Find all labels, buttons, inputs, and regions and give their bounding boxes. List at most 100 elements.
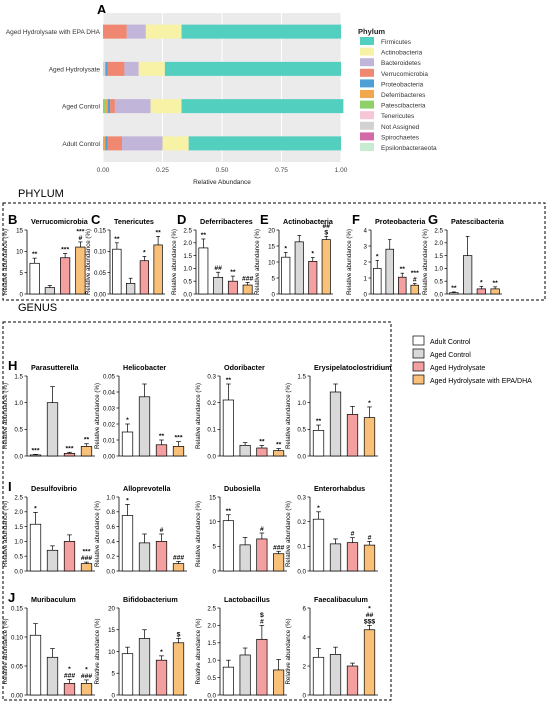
bar-firmicutes [188, 136, 341, 151]
y-tick-label: Adult Control [62, 141, 100, 148]
chart-title: Tenericutes [114, 217, 154, 226]
y-axis-label: Relative abundance (%) [195, 383, 202, 449]
bar-aged-hydrolysate-with-epa-dha [273, 669, 285, 696]
y-tick-label: 1.5 [14, 373, 23, 380]
bar-aged-control [329, 543, 342, 572]
bar-aged-hydrolysate [346, 414, 359, 457]
x-axis-label: Relative Abundance [193, 179, 251, 186]
y-axis-label: Relative abundance (%) [254, 229, 261, 295]
significance-label: ** [276, 442, 282, 449]
bar-bacteroidetes [124, 61, 139, 76]
legend-label-firmicutes: Firmicutes [381, 39, 412, 46]
significance-label: * [480, 279, 483, 286]
bar-aged-control [463, 255, 473, 295]
y-tick-label: 5 [20, 270, 24, 277]
bar-proteobacteria [105, 61, 108, 76]
bar-bacteroidetes [114, 99, 151, 114]
bar-aged-hydrolysate-with-epa-dha [363, 417, 376, 457]
significance-label: ** [316, 418, 322, 425]
bar-actinobacteria [138, 61, 165, 76]
bar-aged-hydrolysate-with-epa-dha [172, 563, 185, 572]
bar-chart-bifidobacterium: Bifidobacterium 0 5 10 15 20 Relative abundanc… [94, 595, 187, 699]
significance-label: *** [66, 445, 74, 452]
y-tick-label: 15 [268, 243, 275, 250]
x-tick-label: 0.25 [156, 167, 169, 174]
y-tick-label: 0.0 [297, 568, 306, 575]
legend-swatch-tenericutes [360, 111, 374, 120]
y-tick-label: 2.5 [207, 605, 216, 612]
chart-title: Deferribacteres [200, 217, 253, 226]
y-tick-label: 5 [272, 275, 276, 282]
y-tick-label: 0.2 [297, 519, 306, 526]
bar-aged-hydrolysate [155, 659, 168, 696]
y-tick-label: 0.0 [207, 453, 216, 460]
y-tick-label: Aged Hydrolysate with EPA DHA [6, 29, 101, 36]
y-tick-label: 5 [112, 671, 116, 678]
significance-label: ### [173, 554, 185, 561]
bar-adult-control [198, 247, 209, 295]
bar-chart-desulfovibrio: I Desulfovibrio 0.0 0.5 1.0 1.5 2.0 2.5 Relative… [2, 479, 95, 575]
bar-adult-control [121, 653, 134, 696]
significance-label: * [160, 649, 163, 656]
bar-aged-control [126, 282, 136, 295]
legend-swatch-aged-hydrolysate-with-epa-dha [412, 374, 425, 385]
y-tick-label: 0.0 [14, 453, 23, 460]
y-axis-label: Relative abundance (%) [94, 618, 101, 684]
bar-verrucomicrobia [107, 61, 125, 76]
bar-adult-control [373, 268, 382, 295]
panel-label: H [8, 358, 17, 373]
bar-adult-control [281, 256, 291, 295]
y-tick-label: 0.5 [434, 279, 443, 286]
significance-label: *** [83, 549, 91, 556]
significance-label: ** [400, 266, 406, 273]
y-tick-label: 0 [364, 291, 368, 298]
significance-label: ** [230, 269, 236, 276]
y-tick-label: 1.0 [14, 400, 23, 407]
bar-aged-hydrolysate-with-epa-dha [242, 284, 253, 295]
y-tick-label: 0 [303, 692, 307, 699]
bar-not-assigned [103, 61, 106, 76]
y-tick-label: 1.0 [297, 400, 306, 407]
chart-title: Patescibacteria [451, 217, 505, 226]
y-axis-label: Relative abundance (%) [2, 618, 9, 684]
y-tick-label: 0.4 [106, 539, 115, 546]
y-tick-label: 4 [303, 634, 307, 641]
chart-title: Bifidobacterium [123, 595, 178, 604]
significance-label: * [126, 417, 129, 424]
bar-chart-patescibacteria: G Patescibacteria 0.0 0.5 1.0 1.5 2.0 2.5 Relati… [422, 212, 505, 298]
significance-label: $ [260, 612, 264, 619]
bar-proteobacteria [105, 136, 108, 151]
bar-chart-dubosiella: Dubosiella 0 5 10 15 Relative abundance (%) **… [195, 484, 287, 575]
y-tick-label: 0.0 [434, 291, 443, 298]
significance-label: * [317, 505, 320, 512]
bar-adult-control [222, 520, 234, 572]
bar-verrucomicrobia [110, 99, 115, 114]
significance-label: # [260, 618, 264, 625]
chart-title: Proteobacteria [375, 217, 426, 226]
bar-aged-hydrolysate-with-epa-dha [80, 446, 93, 457]
bar-adult-control [112, 248, 122, 295]
y-tick-label: 2.5 [14, 494, 23, 501]
bar-aged-hydrolysate-with-epa-dha [80, 683, 93, 696]
bar-aged-hydrolysate [155, 541, 168, 572]
y-axis-label: Relative abundance (%) [85, 229, 92, 295]
significance-label: *** [32, 447, 40, 454]
y-tick-label: 2.5 [434, 227, 443, 234]
legend-label-not-assigned: Not Assigned [381, 124, 420, 131]
y-tick-label: 0.0 [183, 291, 192, 298]
y-axis-label: Relative abundance (%) [346, 229, 353, 295]
significance-label: *** [175, 435, 183, 442]
significance-label: ### [242, 275, 254, 282]
bar-chart-lactobacillus: Lactobacillus 0.0 0.5 1.0 1.5 2.0 2.5 Relative … [195, 595, 287, 699]
y-axis-label: Relative abundance (%) [94, 383, 101, 449]
bar-aged-control [239, 444, 251, 457]
bar-bacteroidetes [122, 136, 163, 151]
panel-label: I [8, 479, 12, 494]
significance-label: ** [259, 438, 265, 445]
legend-label-tenericutes: Tenericutes [381, 113, 415, 120]
bar-verrucomicrobia [103, 24, 127, 39]
significance-label: # [160, 527, 164, 534]
bar-aged-hydrolysate [139, 260, 149, 295]
